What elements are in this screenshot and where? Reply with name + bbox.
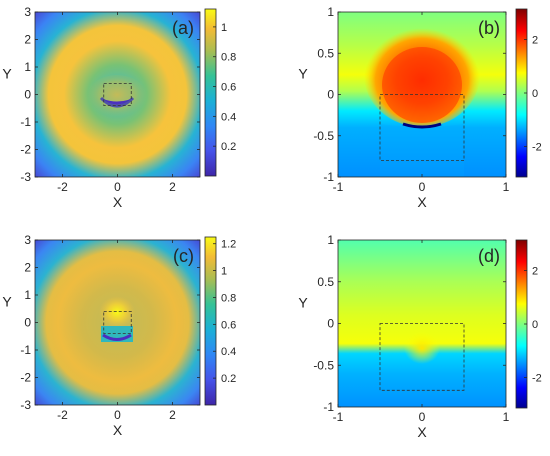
x-axis-label-a: X bbox=[113, 194, 123, 210]
x-tick-label-d-2: 1 bbox=[503, 410, 510, 424]
y-tick-label-a-1: 2 bbox=[24, 33, 31, 47]
dashed-box-a bbox=[103, 83, 132, 106]
y-tick-label-d-4: -1 bbox=[323, 400, 334, 414]
y-tick-label-a-2: 1 bbox=[24, 60, 31, 74]
y-tick-label-a-0: 3 bbox=[24, 5, 31, 19]
y-tick-label-c-4: -1 bbox=[20, 343, 31, 357]
dashed-box-c bbox=[103, 311, 132, 334]
y-tick-label-d-1: 0.5 bbox=[317, 275, 334, 289]
dashed-box-d bbox=[379, 323, 465, 391]
x-tick-label-c-0: -2 bbox=[57, 408, 68, 422]
colorbar-tick-label-c-4: 0.4 bbox=[221, 346, 236, 358]
y-tick-label-b-4: -1 bbox=[323, 170, 334, 184]
y-tick-label-a-3: 0 bbox=[24, 88, 31, 102]
colorbar-tick-label-a-3: 0.4 bbox=[221, 111, 236, 123]
x-tick-label-b-0: -1 bbox=[333, 180, 344, 194]
colorbar-tick-label-a-4: 0.2 bbox=[221, 141, 236, 153]
colorbar-tick-label-b-0: 2 bbox=[532, 34, 538, 46]
dashed-box-b bbox=[379, 94, 465, 161]
y-tick-label-d-3: -0.5 bbox=[313, 358, 334, 372]
panel-label-a: (a) bbox=[172, 18, 194, 38]
y-tick-label-d-0: 1 bbox=[327, 233, 334, 247]
x-tick-label-d-0: -1 bbox=[333, 410, 344, 424]
y-axis-label-d: Y bbox=[298, 295, 308, 311]
x-tick-label-b-2: 1 bbox=[503, 180, 510, 194]
colorbar-tick-label-a-2: 0.6 bbox=[221, 82, 236, 94]
colorbar-tick-label-c-1: 1 bbox=[221, 266, 227, 278]
colorbar-tick-label-d-2: -2 bbox=[532, 373, 542, 385]
x-axis-label-c: X bbox=[113, 422, 123, 438]
y-tick-label-a-5: -2 bbox=[20, 143, 31, 157]
heatmap-a bbox=[35, 12, 200, 177]
x-tick-label-a-0: -2 bbox=[57, 180, 68, 194]
y-axis-label-a: Y bbox=[2, 66, 12, 82]
panel-label-d: (d) bbox=[478, 246, 500, 266]
panel-label-b: (b) bbox=[478, 18, 500, 38]
x-tick-label-c-1: 0 bbox=[114, 408, 121, 422]
y-tick-label-c-6: -3 bbox=[20, 398, 31, 412]
y-tick-label-b-3: -0.5 bbox=[313, 129, 334, 143]
x-tick-label-a-2: 2 bbox=[169, 180, 176, 194]
y-tick-label-c-2: 1 bbox=[24, 288, 31, 302]
colorbar-tick-label-d-1: 0 bbox=[532, 319, 538, 331]
y-tick-label-c-0: 3 bbox=[24, 233, 31, 247]
colorbar-tick-label-c-0: 1.2 bbox=[221, 239, 236, 251]
panel-label-c: (c) bbox=[173, 246, 194, 266]
colorbar-tick-label-c-3: 0.6 bbox=[221, 319, 236, 331]
x-tick-label-d-1: 0 bbox=[419, 410, 426, 424]
colorbar-tick-label-a-1: 0.8 bbox=[221, 52, 236, 64]
colorbar-tick-label-c-5: 0.2 bbox=[221, 373, 236, 385]
y-tick-label-c-1: 2 bbox=[24, 261, 31, 275]
panel-a bbox=[35, 12, 200, 177]
x-tick-label-c-2: 2 bbox=[169, 408, 176, 422]
y-tick-label-d-2: 0 bbox=[327, 317, 334, 331]
colorbar-c bbox=[204, 236, 217, 406]
y-axis-label-c: Y bbox=[2, 294, 12, 310]
y-axis-label-b: Y bbox=[298, 66, 308, 82]
panel-b bbox=[338, 12, 506, 177]
x-axis-label-b: X bbox=[417, 194, 427, 210]
colorbar-a bbox=[204, 8, 217, 177]
x-tick-label-b-1: 0 bbox=[419, 180, 426, 194]
colorbar-tick-label-a-0: 1 bbox=[221, 22, 227, 34]
colorbar-tick-label-b-1: 0 bbox=[532, 88, 538, 100]
y-tick-label-b-1: 0.5 bbox=[317, 46, 334, 60]
heatmap-b bbox=[338, 12, 506, 177]
y-tick-label-b-0: 1 bbox=[327, 5, 334, 19]
x-tick-label-a-1: 0 bbox=[114, 180, 121, 194]
y-tick-label-a-4: -1 bbox=[20, 115, 31, 129]
colorbar-tick-label-b-2: -2 bbox=[532, 142, 542, 154]
y-tick-label-c-5: -2 bbox=[20, 371, 31, 385]
heatmap-c bbox=[35, 240, 200, 405]
colorbar-tick-label-c-2: 0.8 bbox=[221, 292, 236, 304]
y-tick-label-c-3: 0 bbox=[24, 316, 31, 330]
y-tick-label-a-6: -3 bbox=[20, 170, 31, 184]
x-axis-label-d: X bbox=[417, 424, 427, 440]
panel-c bbox=[35, 240, 200, 405]
y-tick-label-b-2: 0 bbox=[327, 88, 334, 102]
colorbar-tick-label-d-0: 2 bbox=[532, 265, 538, 277]
